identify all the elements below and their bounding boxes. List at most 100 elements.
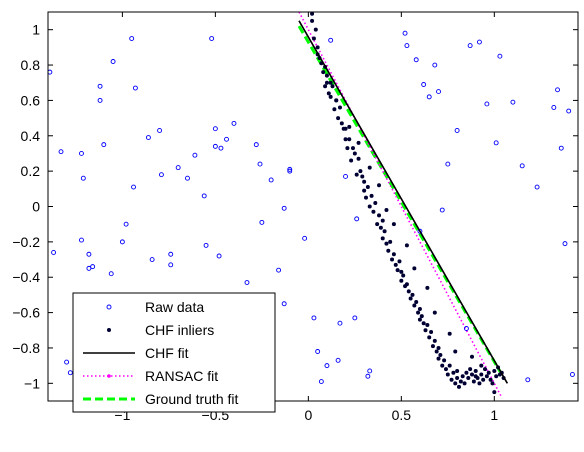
- inlier-point: [414, 299, 419, 304]
- legend-label-chf-fit: CHF fit: [145, 345, 189, 361]
- inlier-point: [451, 370, 456, 375]
- inlier-point: [421, 321, 426, 326]
- legend-label-ransac-fit: RANSAC fit: [145, 368, 218, 384]
- raw-data-point: [417, 228, 423, 234]
- raw-data-point: [367, 368, 373, 374]
- inlier-point: [384, 241, 389, 246]
- raw-data-point: [484, 101, 490, 107]
- inlier-point: [419, 314, 424, 319]
- raw-data-point: [86, 265, 92, 271]
- inlier-point: [334, 98, 339, 103]
- raw-data-point: [421, 82, 427, 87]
- y-tick-label: 0.2: [21, 163, 41, 179]
- inlier-point: [477, 381, 482, 386]
- inlier-point: [362, 188, 367, 193]
- raw-data-point: [281, 205, 287, 211]
- inlier-point: [345, 146, 350, 151]
- inlier-point: [367, 204, 372, 209]
- raw-data-point: [562, 241, 568, 247]
- y-tick-label: −0.2: [12, 234, 40, 250]
- inlier-point: [442, 358, 447, 363]
- raw-data-point: [79, 237, 84, 243]
- inlier-point: [365, 185, 370, 190]
- inlier-point: [328, 80, 333, 85]
- raw-data-point: [192, 152, 198, 158]
- x-tick-label: 0.5: [392, 407, 412, 423]
- inlier-point: [432, 338, 437, 343]
- raw-data-point: [413, 57, 419, 63]
- inlier-point: [481, 377, 486, 382]
- inlier-point: [349, 158, 354, 163]
- y-tick-label: 0.6: [21, 92, 41, 108]
- inlier-point: [377, 213, 382, 218]
- raw-data-point: [287, 168, 293, 174]
- inlier-point: [347, 137, 352, 142]
- raw-data-point: [64, 359, 70, 365]
- inlier-point: [362, 179, 367, 184]
- raw-data-point: [569, 372, 575, 377]
- inlier-point: [412, 303, 417, 308]
- inlier-point: [352, 151, 357, 156]
- inlier-point: [393, 262, 398, 267]
- inlier-point: [343, 126, 348, 131]
- inlier-point: [484, 374, 489, 379]
- inlier-point: [377, 183, 382, 188]
- raw-data-point: [318, 379, 324, 384]
- inlier-point: [404, 243, 409, 248]
- raw-data-point: [129, 36, 135, 41]
- legend-marker-chf-inliers: [107, 328, 111, 332]
- inlier-point: [324, 80, 329, 85]
- inlier-point: [490, 381, 495, 386]
- inlier-point: [315, 45, 320, 50]
- raw-data-point: [555, 87, 560, 93]
- inlier-point: [429, 330, 434, 335]
- inlier-point: [375, 222, 380, 227]
- inlier-point: [408, 296, 413, 301]
- inlier-point: [462, 381, 467, 386]
- raw-data-point: [493, 140, 499, 146]
- raw-data-point: [149, 257, 155, 262]
- raw-data-point: [436, 89, 441, 95]
- raw-data-point: [218, 145, 224, 151]
- inlier-point: [464, 370, 469, 375]
- fit-line-chf-fit-overlay: [298, 20, 508, 384]
- raw-data-point: [268, 177, 274, 183]
- inlier-point: [311, 36, 316, 41]
- inlier-point: [425, 285, 430, 290]
- inlier-point: [445, 372, 450, 377]
- inlier-point: [460, 374, 465, 379]
- inlier-point: [458, 379, 463, 384]
- legend-label-raw-data: Raw data: [145, 299, 204, 315]
- inlier-point: [468, 367, 473, 372]
- raw-data-point: [287, 166, 293, 172]
- inlier-point: [399, 278, 404, 283]
- inlier-point: [455, 368, 460, 373]
- raw-data-point: [244, 280, 250, 285]
- raw-data-point: [324, 363, 330, 369]
- inlier-point: [436, 356, 441, 361]
- inlier-point: [313, 27, 318, 32]
- inlier-point: [369, 193, 374, 198]
- y-tick-label: 0.4: [21, 128, 41, 144]
- raw-data-point: [90, 264, 96, 270]
- raw-data-point: [551, 105, 557, 110]
- legend-marker-raw-data: [106, 304, 112, 310]
- inlier-point: [434, 349, 439, 354]
- raw-data-point: [67, 370, 73, 376]
- inlier-point: [323, 84, 328, 89]
- inlier-point: [399, 269, 404, 274]
- raw-data-point: [253, 142, 259, 148]
- inlier-point: [397, 259, 402, 264]
- inlier-point: [479, 363, 484, 368]
- legend-label-chf-inliers: CHF inliers: [145, 322, 214, 338]
- inlier-point: [412, 266, 417, 271]
- inlier-point: [440, 363, 445, 368]
- raw-data-point: [209, 36, 215, 41]
- inlier-point: [356, 140, 361, 145]
- raw-data-point: [51, 250, 57, 255]
- inlier-point: [391, 222, 396, 227]
- raw-data-point: [119, 239, 125, 245]
- legend-label-ground-truth-fit: Ground truth fit: [145, 391, 238, 407]
- raw-data-point: [131, 184, 136, 190]
